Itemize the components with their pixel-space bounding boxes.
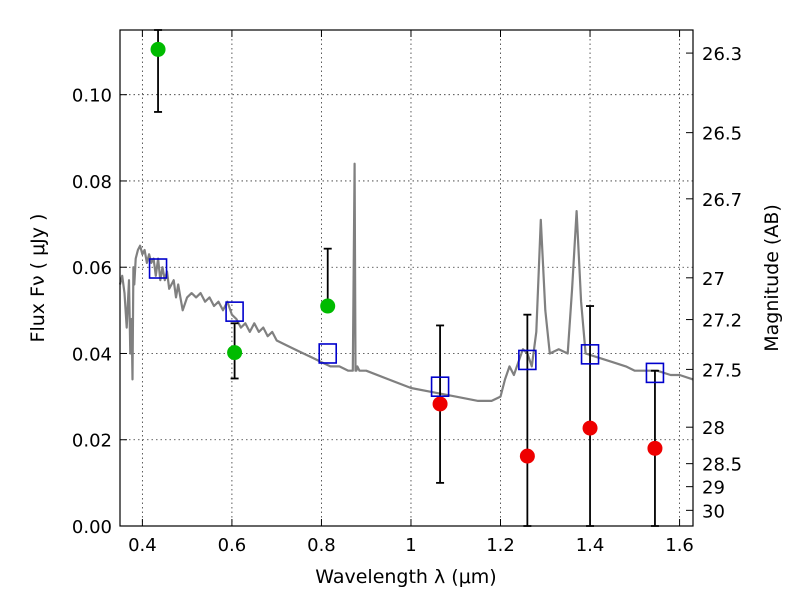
x-tick-label: 1.2 [486, 535, 515, 556]
model_photometry-point [645, 362, 665, 384]
x-tick-label: 1.6 [665, 535, 694, 556]
y2-tick-label: 26.7 [702, 190, 742, 211]
grid-layer [120, 30, 693, 526]
sed-model-line [118, 162, 694, 402]
y2-axis-title: Magnitude (AB) [761, 204, 783, 352]
detections-point [150, 41, 166, 57]
upper_limits-point [432, 396, 448, 412]
tick-layer: 0.4 0.6 0.8 1 1.2 1.4 1.6 0.00 0.02 0.04 0.06 0.08 0… [72, 30, 742, 556]
model_photometry-point [518, 349, 537, 371]
y2-tick-label: 26.5 [702, 124, 742, 145]
x-tick-label: 1 [405, 535, 416, 556]
y-tick-label: 0.10 [72, 86, 112, 107]
model_photometry-point [148, 258, 168, 279]
y-tick-label: 0.06 [72, 258, 112, 279]
model_photometry-point [318, 343, 338, 364]
y2-tick-label: 27 [702, 269, 725, 290]
x-tick-label: 0.4 [128, 535, 157, 556]
y2-tick-label: 27.5 [702, 360, 742, 381]
upper_limits-point [519, 448, 535, 464]
y-tick-label: 0.08 [72, 172, 112, 193]
y2-tick-label: 26.3 [702, 44, 742, 65]
model_photometry-point [430, 376, 450, 397]
y2-tick-label: 28 [702, 418, 725, 439]
detections-point [227, 345, 243, 361]
detections-point [320, 298, 336, 314]
y-tick-label: 0.00 [72, 517, 112, 538]
x-axis-title: Wavelength λ (μm) [315, 566, 496, 588]
plot-background [120, 30, 693, 526]
y-tick-label: 0.04 [72, 344, 112, 365]
model-layer [118, 162, 694, 402]
x-tick-label: 1.4 [576, 535, 605, 556]
marker-layer [148, 41, 665, 464]
y2-tick-label: 28.5 [702, 455, 742, 476]
y2-tick-label: 29 [702, 478, 725, 499]
y2-tick-label: 30 [702, 501, 725, 522]
upper_limits-point [582, 420, 598, 436]
y-tick-label: 0.02 [72, 431, 112, 452]
y2-tick-label: 27.2 [702, 311, 742, 332]
y-axis-title: Flux Fν ( μJy ) [27, 214, 49, 343]
model_photometry-point [580, 344, 600, 365]
x-tick-label: 0.6 [218, 535, 247, 556]
model_photometry-point [225, 301, 244, 322]
upper_limits-point [647, 440, 663, 456]
x-tick-label: 0.8 [307, 535, 336, 556]
